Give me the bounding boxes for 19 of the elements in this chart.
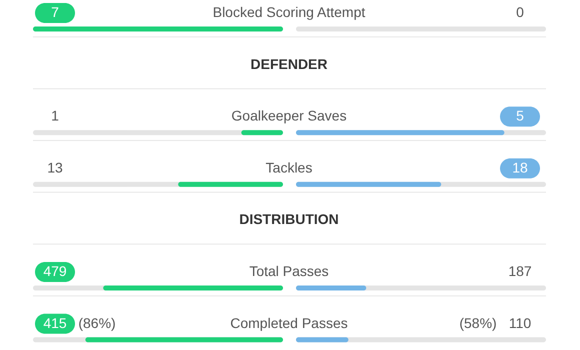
data-label: 18 (512, 159, 528, 176)
category-label: Tackles (266, 159, 312, 176)
category-label: Completed Passes (230, 314, 348, 331)
category-label: Goalkeeper Saves (231, 108, 347, 124)
text: (58%) (459, 314, 497, 331)
data-label: 415 (43, 314, 67, 331)
data-label: 110 (508, 314, 532, 331)
data-label: 0 (516, 4, 524, 20)
text: (86%) (78, 314, 116, 331)
text: DEFENDER (250, 56, 328, 72)
category-label: Blocked Scoring Attempt (212, 4, 366, 20)
data-label: 5 (516, 108, 524, 124)
data-label: 1 (51, 108, 60, 124)
data-label: 187 (508, 263, 532, 279)
data-label: 7 (51, 4, 60, 20)
text: DISTRIBUTION (239, 211, 339, 228)
data-label: 479 (43, 263, 67, 279)
data-label: 13 (47, 159, 63, 176)
category-label: Total Passes (249, 263, 329, 279)
